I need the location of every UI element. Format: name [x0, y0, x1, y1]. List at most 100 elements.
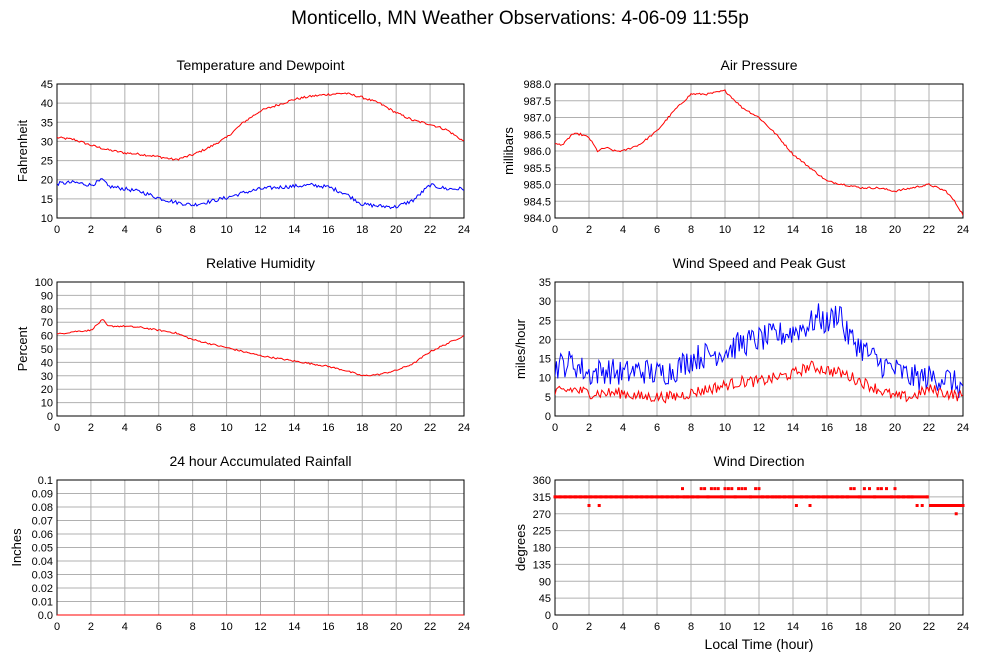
x-tick-label: 0 — [54, 621, 60, 633]
y-tick-label: 0.01 — [32, 597, 53, 609]
data-point — [597, 504, 601, 507]
x-tick-label: 24 — [458, 621, 470, 633]
plot-frame — [554, 83, 964, 219]
series-line-red — [57, 92, 464, 161]
x-tick-label: 12 — [753, 224, 765, 236]
y-axis-label: Percent — [15, 326, 30, 371]
data-point — [893, 487, 897, 491]
x-tick-label: 10 — [719, 621, 731, 633]
chart-rain: 24 hour Accumulated Rainfall0.00.010.020… — [9, 453, 470, 633]
data-point — [862, 487, 866, 491]
x-tick-label: 2 — [586, 224, 592, 236]
y-tick-label: 0.04 — [32, 556, 53, 568]
y-tick-label: 15 — [41, 194, 53, 206]
x-tick-label: 20 — [889, 224, 901, 236]
y-tick-label: 80 — [41, 304, 53, 316]
data-point — [852, 487, 856, 491]
x-tick-label: 2 — [586, 621, 592, 633]
x-tick-label: 0 — [54, 422, 60, 434]
page-title: Monticello, MN Weather Observations: 4-0… — [291, 8, 749, 29]
y-tick-label: 225 — [533, 526, 551, 538]
y-tick-label: 984.5 — [523, 196, 551, 208]
data-point — [703, 487, 707, 491]
chart-title: Air Pressure — [720, 57, 797, 73]
chart-title: Relative Humidity — [206, 255, 315, 271]
y-tick-label: 0.03 — [32, 570, 53, 582]
x-tick-label: 20 — [390, 621, 402, 633]
x-tick-label: 0 — [54, 224, 60, 236]
chart-humidity: Relative Humidity01020304050607080901000… — [15, 255, 470, 434]
series-line-blue — [555, 303, 963, 398]
x-tick-label: 24 — [458, 422, 470, 434]
x-tick-label: 24 — [957, 224, 969, 236]
plot-frame — [554, 281, 964, 417]
y-tick-label: 0.08 — [32, 502, 53, 514]
x-tick-label: 14 — [288, 224, 300, 236]
plot-frame — [56, 83, 465, 219]
y-tick-label: 984.0 — [523, 213, 551, 225]
y-tick-label: 60 — [41, 331, 53, 343]
x-tick-label: 20 — [889, 422, 901, 434]
y-tick-label: 987.0 — [523, 113, 551, 125]
chart-wind: Wind Speed and Peak Gust 0 5 10 15 20 25 30 35 0 2… — [513, 255, 969, 434]
x-tick-label: 4 — [122, 224, 128, 236]
x-tick-label: 2 — [88, 422, 94, 434]
y-tick-label: 360 — [533, 475, 551, 487]
y-tick-label: 0.1 — [38, 475, 53, 487]
x-tick-label: 18 — [356, 422, 368, 434]
x-tick-label: 12 — [254, 224, 266, 236]
data-point — [954, 512, 958, 516]
y-tick-label: 988.0 — [523, 79, 551, 91]
y-tick-label: 0.09 — [32, 489, 53, 501]
data-point — [961, 504, 965, 507]
x-tick-label: 24 — [458, 224, 470, 236]
data-point — [723, 487, 727, 491]
y-tick-label: 985.5 — [523, 163, 551, 175]
x-tick-label: 4 — [620, 621, 626, 633]
x-tick-label: 20 — [390, 422, 402, 434]
y-tick-label: 20 — [41, 175, 53, 187]
x-tick-label: 6 — [156, 224, 162, 236]
y-tick-label: 10 — [41, 398, 53, 410]
y-tick-label: 0.07 — [32, 516, 53, 528]
x-tick-label: 10 — [220, 224, 232, 236]
x-tick-label: 16 — [322, 224, 334, 236]
y-tick-label: 986.5 — [523, 129, 551, 141]
x-tick-label: 24 — [957, 621, 969, 633]
data-point — [868, 487, 871, 491]
x-tick-label: 22 — [923, 621, 935, 633]
data-point — [726, 487, 730, 491]
y-tick-label: 20 — [41, 384, 53, 396]
x-tick-label: 12 — [753, 422, 765, 434]
y-tick-label: 270 — [533, 509, 551, 521]
x-tick-label: 16 — [322, 621, 334, 633]
data-point — [709, 487, 713, 491]
x-tick-label: 22 — [923, 224, 935, 236]
x-tick-label: 6 — [654, 224, 660, 236]
y-axis-label: Fahrenheit — [15, 120, 30, 183]
series-line-blue — [57, 178, 464, 210]
data-point — [740, 487, 744, 491]
x-tick-label: 22 — [424, 422, 436, 434]
x-tick-label: 2 — [88, 621, 94, 633]
y-tick-label: 100 — [35, 277, 53, 289]
x-tick-label: 4 — [122, 422, 128, 434]
plot-frame — [554, 479, 964, 616]
chart-title: Wind Direction — [713, 453, 804, 469]
x-tick-label: 10 — [719, 422, 731, 434]
x-tick-label: 6 — [156, 422, 162, 434]
x-tick-label: 18 — [356, 621, 368, 633]
y-tick-label: 25 — [41, 156, 53, 168]
x-tick-label: 0 — [552, 422, 558, 434]
data-point — [794, 504, 798, 507]
y-tick-label: 50 — [41, 344, 53, 356]
x-tick-label: 10 — [719, 224, 731, 236]
y-tick-label: 5 — [545, 392, 551, 404]
x-tick-label: 16 — [821, 422, 833, 434]
y-tick-label: 986.0 — [523, 146, 551, 158]
y-tick-label: 135 — [533, 559, 551, 571]
x-tick-label: 0 — [552, 621, 558, 633]
y-tick-label: 90 — [539, 576, 551, 588]
x-tick-label: 12 — [753, 621, 765, 633]
